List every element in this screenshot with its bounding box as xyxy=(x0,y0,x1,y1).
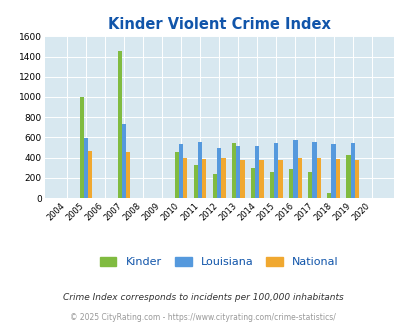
Bar xyxy=(335,159,339,198)
Bar xyxy=(345,155,350,198)
Text: © 2025 CityRating.com - https://www.cityrating.com/crime-statistics/: © 2025 CityRating.com - https://www.city… xyxy=(70,313,335,322)
Bar xyxy=(255,147,259,198)
Bar xyxy=(117,51,121,198)
Bar xyxy=(88,150,92,198)
Bar xyxy=(198,142,202,198)
Bar xyxy=(297,158,301,198)
Bar xyxy=(179,145,183,198)
Bar xyxy=(213,174,217,198)
Bar xyxy=(221,158,225,198)
Bar xyxy=(293,140,297,198)
Title: Kinder Violent Crime Index: Kinder Violent Crime Index xyxy=(108,17,330,32)
Bar xyxy=(316,158,320,198)
Bar xyxy=(311,143,316,198)
Bar xyxy=(79,97,83,198)
Bar xyxy=(231,143,236,198)
Bar xyxy=(274,144,278,198)
Bar xyxy=(330,144,335,198)
Bar xyxy=(122,124,126,198)
Bar xyxy=(288,169,293,198)
Text: Crime Index corresponds to incidents per 100,000 inhabitants: Crime Index corresponds to incidents per… xyxy=(62,293,343,302)
Bar xyxy=(126,151,130,198)
Bar xyxy=(194,165,198,198)
Bar xyxy=(326,193,330,198)
Legend: Kinder, Louisiana, National: Kinder, Louisiana, National xyxy=(95,252,342,272)
Bar xyxy=(183,157,187,198)
Bar xyxy=(236,147,240,198)
Bar xyxy=(354,160,358,198)
Bar xyxy=(175,151,179,198)
Bar xyxy=(202,159,206,198)
Bar xyxy=(269,172,274,198)
Bar xyxy=(350,143,354,198)
Bar xyxy=(307,172,311,198)
Bar xyxy=(217,148,221,198)
Bar xyxy=(259,160,263,198)
Bar xyxy=(83,138,88,198)
Bar xyxy=(250,168,255,198)
Bar xyxy=(278,160,282,198)
Bar xyxy=(240,160,244,198)
